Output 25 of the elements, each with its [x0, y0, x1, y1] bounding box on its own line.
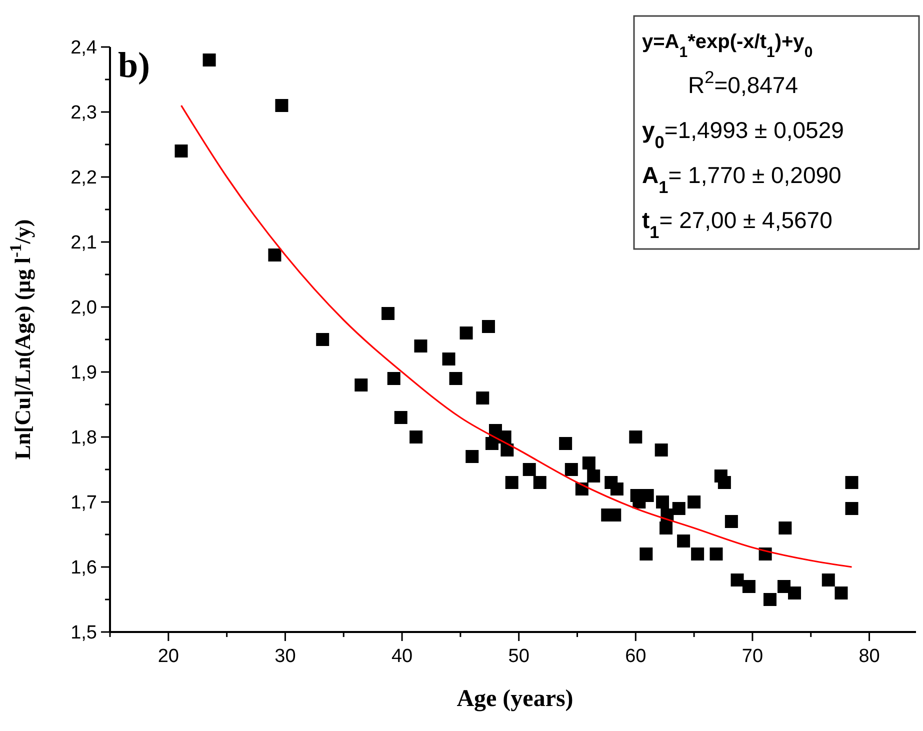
- annotation: R$^{2}$=0,8474: [688, 67, 798, 98]
- x-axis-title: Age (years): [456, 686, 574, 712]
- y-tick-label: 1,6: [70, 558, 97, 579]
- annotation: y$_{0}$=1,4993 ± 0,0529: [642, 117, 844, 152]
- x-tick-label: 80: [858, 646, 880, 667]
- x-tick-label: 50: [508, 646, 530, 667]
- annotation: y=A$_{1}$*exp(-x/t$_{1}$)+y$_{0}$: [642, 31, 813, 60]
- annotation: A$_{1}$= 1,770 ± 0,2090: [642, 162, 842, 197]
- x-tick-label: 20: [158, 646, 179, 667]
- y-tick-label: 1,9: [70, 362, 97, 384]
- y-tick-label: 2,2: [70, 168, 97, 189]
- y-tick-label: 2,0: [70, 298, 97, 319]
- y-tick-label: 1,8: [70, 428, 97, 449]
- x-tick-label: 60: [625, 646, 646, 667]
- line-series: [180, 104, 853, 568]
- y-tick-label: 2,1: [70, 232, 97, 254]
- x-tick-label: 40: [391, 646, 413, 667]
- y-tick-label: 1,5: [70, 622, 97, 644]
- chart-title: b): [118, 45, 150, 85]
- x-tick-label: 70: [742, 646, 764, 667]
- x-tick-label: 30: [274, 646, 296, 667]
- y-tick-label: 2,4: [70, 38, 98, 59]
- annotation: t$_{1}$= 27,00 ± 4,5670: [642, 207, 832, 242]
- y-tick-label: 2,3: [70, 102, 97, 124]
- y-tick-label: 1,7: [70, 492, 97, 514]
